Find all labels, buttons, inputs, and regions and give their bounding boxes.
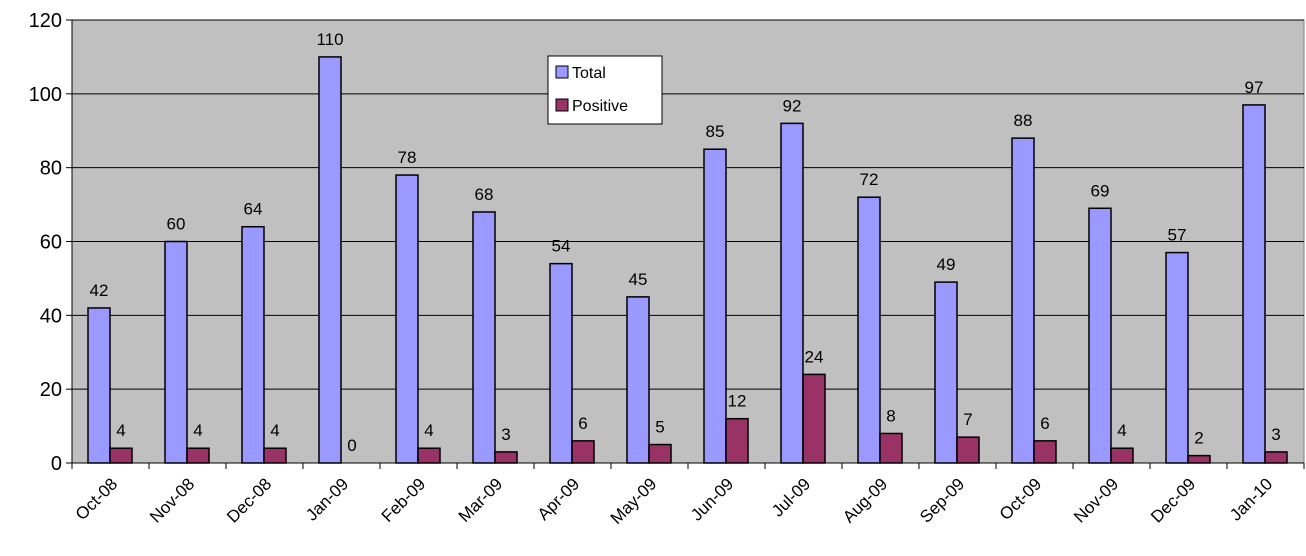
x-tick-label: Oct-08 xyxy=(72,474,122,524)
legend-swatch-total xyxy=(555,65,569,79)
data-label-total: 69 xyxy=(1091,181,1110,200)
legend-label-total: Total xyxy=(572,65,606,82)
bar-total-oct-09 xyxy=(1011,137,1035,464)
bar-positive-nov-08 xyxy=(186,447,210,464)
data-label-positive: 12 xyxy=(728,392,747,411)
x-tick-label: Jun-09 xyxy=(687,474,737,524)
data-label-positive: 4 xyxy=(424,421,433,440)
x-tick-label: Nov-08 xyxy=(146,474,198,526)
bar-total-aug-09 xyxy=(857,196,881,464)
bar-total-dec-08 xyxy=(241,225,265,464)
data-label-total: 72 xyxy=(860,170,879,189)
data-label-positive: 4 xyxy=(193,421,202,440)
data-labels: 4246046441100784683546455851292247284978… xyxy=(90,30,1281,455)
data-label-positive: 6 xyxy=(578,414,587,433)
data-label-total: 110 xyxy=(316,30,343,49)
x-tick-label: Feb-09 xyxy=(378,474,430,526)
data-label-total: 97 xyxy=(1245,78,1264,97)
x-tick-label: Oct-09 xyxy=(996,474,1046,524)
bar-total-sep-09 xyxy=(934,281,958,464)
x-tick-label: Jul-09 xyxy=(768,474,814,520)
data-label-positive: 7 xyxy=(963,410,972,429)
bar-total-oct-08 xyxy=(87,307,111,464)
data-label-positive: 4 xyxy=(116,421,125,440)
y-tick-label: 20 xyxy=(40,379,62,401)
data-label-positive: 2 xyxy=(1194,429,1203,448)
data-label-total: 64 xyxy=(244,200,263,219)
data-label-total: 78 xyxy=(398,148,417,167)
legend-label-positive: Positive xyxy=(572,98,628,115)
data-label-positive: 4 xyxy=(270,421,279,440)
bar-positive-jan-10 xyxy=(1264,451,1288,464)
bar-total-nov-09 xyxy=(1088,207,1112,464)
bar-positive-jul-09 xyxy=(802,373,826,464)
data-label-total: 92 xyxy=(783,96,802,115)
data-label-positive: 3 xyxy=(1271,425,1280,444)
bar-positive-dec-09 xyxy=(1187,454,1211,464)
data-label-positive: 5 xyxy=(655,418,664,437)
x-tick-label: Jan-09 xyxy=(302,474,352,524)
y-tick-label: 60 xyxy=(40,232,62,254)
data-label-total: 60 xyxy=(167,215,186,234)
y-tick-label: 40 xyxy=(40,305,62,327)
bar-positive-sep-09 xyxy=(956,436,980,464)
data-label-total: 68 xyxy=(475,185,494,204)
bar-positive-nov-09 xyxy=(1110,447,1134,464)
data-label-positive: 8 xyxy=(886,406,895,425)
x-tick-label: Sep-09 xyxy=(916,474,968,526)
bar-positive-apr-09 xyxy=(571,440,595,464)
bar-total-mar-09 xyxy=(472,211,496,464)
bar-total-dec-09 xyxy=(1165,251,1189,464)
legend: Total Positive xyxy=(547,55,663,125)
bar-total-may-09 xyxy=(626,296,650,464)
data-label-total: 57 xyxy=(1168,226,1187,245)
data-label-positive: 6 xyxy=(1040,414,1049,433)
bars xyxy=(87,56,1288,464)
x-tick-label: Mar-09 xyxy=(455,474,507,526)
data-label-positive: 4 xyxy=(1117,421,1126,440)
bar-positive-mar-09 xyxy=(494,451,518,464)
legend-swatch-positive xyxy=(555,98,569,112)
data-label-total: 45 xyxy=(629,270,648,289)
bar-positive-oct-08 xyxy=(109,447,133,464)
x-tick-label: May-09 xyxy=(607,474,661,528)
bar-positive-dec-08 xyxy=(263,447,287,464)
bar-total-jan-09 xyxy=(318,56,342,464)
data-label-total: 42 xyxy=(90,281,109,300)
bar-positive-jun-09 xyxy=(725,417,749,464)
data-label-total: 54 xyxy=(552,237,571,256)
bar-total-feb-09 xyxy=(395,174,419,464)
bar-total-jul-09 xyxy=(780,122,804,464)
y-tick-label: 0 xyxy=(51,453,62,475)
y-tick-label: 80 xyxy=(40,158,62,180)
x-tick-label: Jan-10 xyxy=(1226,474,1276,524)
data-label-total: 88 xyxy=(1014,111,1033,130)
y-tick-label: 120 xyxy=(29,10,62,32)
y-axis-ticks: 0 20 40 60 80 100 120 xyxy=(29,10,72,475)
data-label-positive: 3 xyxy=(501,425,510,444)
y-tick-label: 100 xyxy=(29,84,62,106)
x-tick-label: Dec-08 xyxy=(223,474,275,526)
x-axis-ticks: Oct-08 Nov-08 Dec-08 Jan-09 Feb-09 Mar-09 Apr-… xyxy=(71,463,1305,528)
data-label-total: 85 xyxy=(706,122,725,141)
bar-positive-oct-09 xyxy=(1033,440,1057,464)
x-tick-label: Dec-09 xyxy=(1147,474,1199,526)
bar-total-jan-10 xyxy=(1242,104,1266,464)
bar-total-jun-09 xyxy=(703,148,727,464)
x-tick-label: Apr-09 xyxy=(534,474,584,524)
data-label-total: 49 xyxy=(937,255,956,274)
bar-total-nov-08 xyxy=(164,240,188,464)
bar-total-apr-09 xyxy=(549,262,573,464)
bar-positive-feb-09 xyxy=(417,447,441,464)
x-tick-label: Nov-09 xyxy=(1070,474,1122,526)
bar-positive-may-09 xyxy=(648,443,672,464)
x-tick-label: Aug-09 xyxy=(839,474,891,526)
data-label-positive: 0 xyxy=(347,436,356,455)
data-label-positive: 24 xyxy=(805,347,824,366)
bar-positive-aug-09 xyxy=(879,432,903,464)
